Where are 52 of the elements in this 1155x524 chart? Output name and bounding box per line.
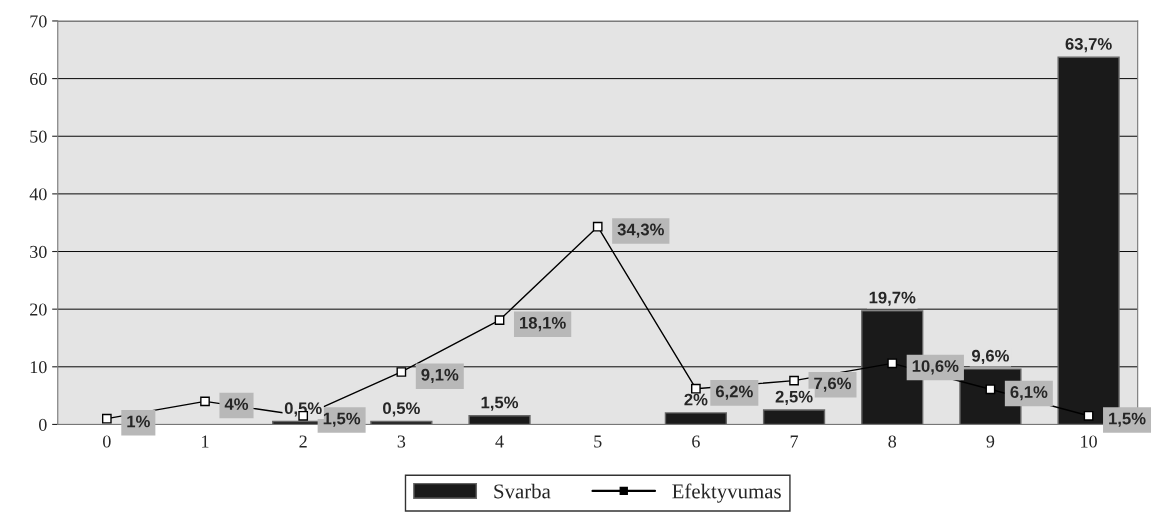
point [494,315,505,325]
data-label: 1,5% [323,412,361,427]
x-tick-label: 2 [299,435,307,448]
legend-label: Efektyvumas [672,483,781,503]
y-tick-label: 20 [30,303,47,316]
data-label: 19,7% [869,291,916,306]
y-tick-label: 10 [30,361,47,374]
bar [664,412,728,425]
data-label: 6,1% [1010,386,1048,401]
x-tick-label: 7 [790,435,799,448]
data-label: 9,6% [972,349,1009,365]
data-label: 1% [127,415,150,428]
point [101,413,112,424]
y-tick-label: 30 [30,245,47,258]
data-label: 6,2% [715,385,753,400]
point [592,221,603,232]
x-tick-label: 10 [1081,435,1097,448]
x-tick-label: 8 [888,435,897,448]
bar [762,409,826,425]
data-label: 7,6% [814,377,852,392]
data-label: 4% [224,398,249,410]
data-label: 34,3% [617,223,664,238]
data-label: 9,1% [421,368,459,384]
y-tick-label: 60 [30,72,47,86]
data-label: 2,5% [775,390,813,405]
point [396,367,407,377]
data-label: 1,5% [1109,412,1146,427]
y-tick-label: 50 [30,130,47,143]
y-tick-label: 0 [38,418,47,431]
x-tick-label: 4 [495,435,504,448]
point [887,358,898,369]
data-label: 2% [684,393,708,406]
legend-label: Svarba [494,483,551,499]
x-tick-label: 5 [594,435,602,448]
point [691,383,701,394]
y-tick-label: 40 [29,188,47,201]
x-tick-label: 3 [397,435,406,448]
data-label: 10,6% [912,360,959,375]
data-label: 1,5% [481,396,519,411]
data-label: 63,7% [1065,38,1112,53]
x-tick-label: 1 [202,435,209,448]
point [1083,410,1094,421]
y-tick-label: 70 [30,15,47,28]
x-tick-label: 6 [692,435,700,448]
point [789,375,799,386]
point [200,396,210,407]
x-tick-label: 0 [103,435,111,448]
data-label: 0,5% [383,402,420,417]
point [985,384,996,395]
bar [468,415,531,425]
x-tick-label: 9 [986,435,995,448]
data-label: 18,1% [520,316,566,332]
